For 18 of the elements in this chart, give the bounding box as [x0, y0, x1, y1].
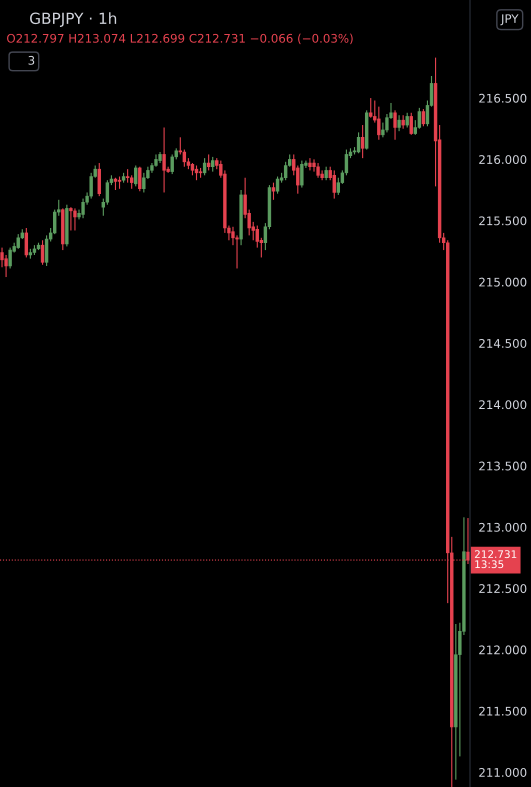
annotation: 3 [28, 56, 34, 65]
y-tick-label: 213.000 [479, 522, 526, 532]
annotation: O212.797 H213.074 L212.699 C212.731 −0.066 (−0.03%) [7, 34, 353, 44]
y-tick-label: 215.500 [479, 216, 526, 226]
y-tick-label: 213.500 [479, 462, 526, 470]
y-tick-label: 214.000 [479, 400, 526, 410]
y-tick-label: 215.000 [479, 278, 526, 287]
text: JPY [500, 14, 519, 26]
y-tick-label: 211.500 [479, 706, 526, 716]
y-tick-label: 216.500 [479, 94, 526, 103]
y-tick-label: 211.000 [479, 768, 526, 777]
y-tick-label: 214.500 [479, 338, 526, 348]
ref-line-label: 212.731 [474, 550, 516, 558]
y-tick-label: 212.000 [479, 645, 526, 654]
y-tick-label: 216.000 [479, 155, 526, 164]
text: 13:35 [475, 560, 504, 568]
y-tick-label: 212.500 [479, 584, 526, 594]
text: GBPJPY · 1h [30, 12, 116, 27]
